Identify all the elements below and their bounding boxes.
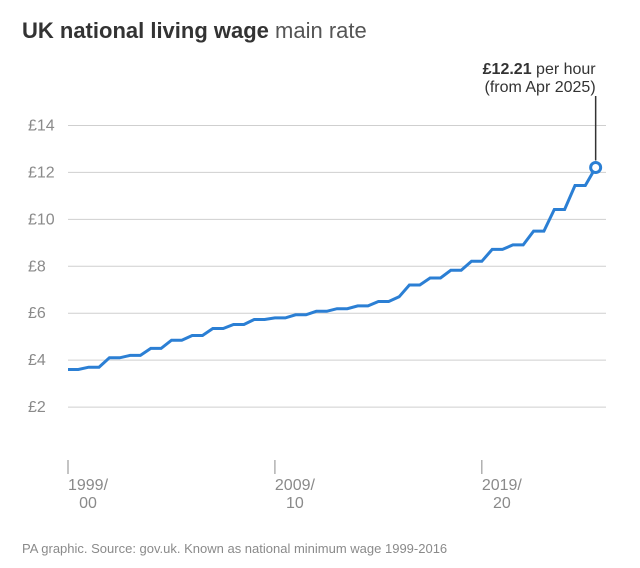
svg-text:£10: £10 (28, 212, 55, 229)
title-bold: UK national living wage (22, 18, 269, 43)
svg-text:20: 20 (493, 495, 511, 512)
svg-text:1999/: 1999/ (68, 477, 109, 494)
svg-text:2019/: 2019/ (482, 477, 523, 494)
svg-text:£6: £6 (28, 306, 46, 323)
svg-text:£8: £8 (28, 259, 46, 276)
svg-text:£2: £2 (28, 399, 46, 416)
chart-title: UK national living wage main rate (22, 18, 618, 44)
line-chart: £2 £4 £6 £8 £10 £12 £14 1999/00 2009/10 2019/20 £1… (22, 52, 618, 512)
svg-text:£4: £4 (28, 353, 46, 370)
svg-text:2009/: 2009/ (275, 477, 316, 494)
chart-container: UK national living wage main rate £2 £4 £6… (0, 0, 640, 568)
source-footer: PA graphic. Source: gov.uk. Known as nat… (22, 541, 447, 556)
chart-area: £2 £4 £6 £8 £10 £12 £14 1999/00 2009/10 2019/20 £1… (22, 52, 618, 512)
svg-text:10: 10 (286, 495, 304, 512)
svg-text:00: 00 (79, 495, 97, 512)
svg-text:£14: £14 (28, 118, 55, 135)
svg-text:(from Apr 2025): (from Apr 2025) (484, 79, 595, 96)
svg-text:£12.21 per hour: £12.21 per hour (483, 61, 597, 78)
title-light: main rate (275, 18, 367, 43)
svg-text:£12: £12 (28, 165, 55, 182)
